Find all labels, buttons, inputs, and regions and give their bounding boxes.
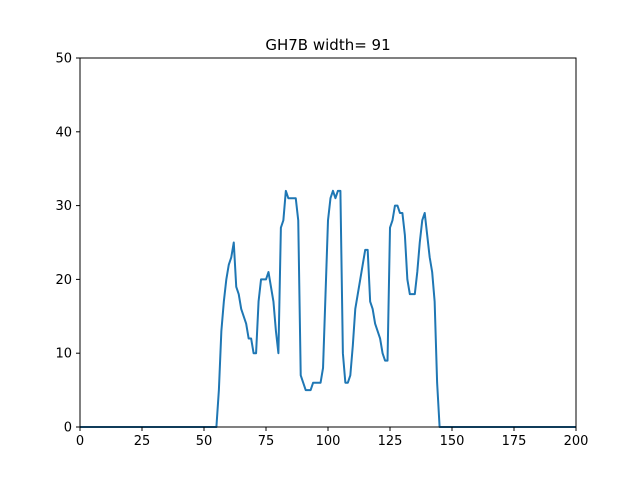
series-line-0 — [80, 189, 576, 428]
x-tick-label: 50 — [196, 434, 213, 449]
x-tick-label: 0 — [76, 434, 84, 449]
x-tick-label: 100 — [316, 434, 341, 449]
y-tick-label: 0 — [64, 421, 72, 436]
plot-frame — [79, 57, 577, 428]
x-axis: 0 25 50 75 100 125 150 175 200 — [76, 427, 589, 449]
chart-title: GH7B width= 91 — [265, 36, 390, 54]
y-tick-label: 10 — [55, 347, 72, 362]
plot-area — [80, 189, 576, 428]
y-tick-label: 20 — [55, 273, 72, 288]
y-tick-label: 30 — [55, 199, 72, 214]
y-tick-label: 40 — [55, 125, 72, 140]
x-tick-label: 200 — [564, 434, 589, 449]
x-tick-label: 125 — [378, 434, 403, 449]
y-tick-label: 50 — [55, 52, 72, 67]
x-tick-label: 175 — [502, 434, 527, 449]
x-tick-label: 150 — [440, 434, 465, 449]
x-tick-label: 25 — [134, 434, 151, 449]
y-axis: 0 10 20 30 40 50 — [55, 52, 80, 436]
x-tick-label: 75 — [258, 434, 275, 449]
